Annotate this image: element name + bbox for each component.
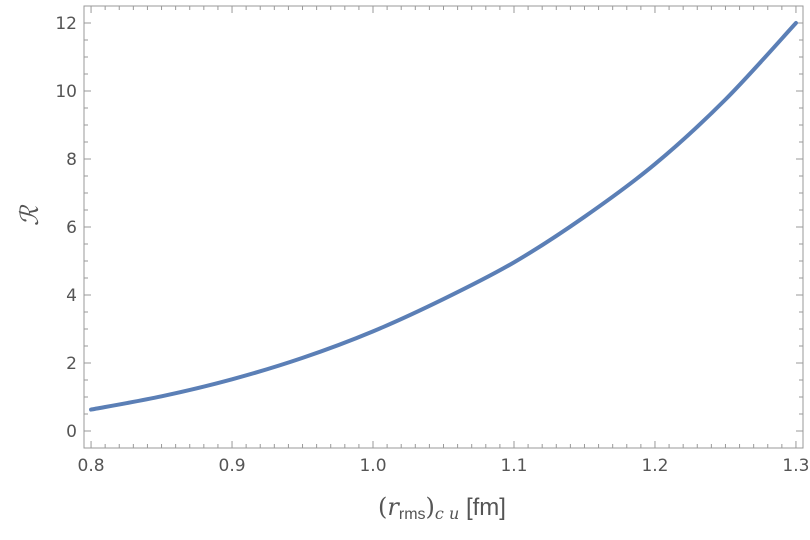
y-tick-labels: 0 2 4 6 8 10 12: [55, 14, 77, 442]
y-tick-label: 4: [66, 286, 77, 306]
x-axis-title-variable: r: [387, 493, 400, 521]
major-ticks: [84, 6, 803, 448]
x-tick-label: 0.9: [219, 456, 246, 476]
y-tick-label: 0: [66, 422, 77, 442]
x-axis-title-outer-subscript: c u: [435, 504, 459, 523]
x-tick-label: 1.2: [641, 456, 668, 476]
x-tick-label: 1.3: [782, 456, 809, 476]
y-tick-label: 12: [55, 14, 77, 34]
y-tick-label: 6: [66, 218, 77, 238]
y-tick-label: 8: [66, 150, 77, 170]
x-axis-title-suffix: ): [426, 493, 435, 521]
x-tick-label: 1.1: [500, 456, 527, 476]
y-axis-title: ℛ: [15, 204, 44, 226]
x-axis-title-unit: [fm]: [459, 494, 506, 521]
minor-ticks: [84, 5, 803, 449]
y-tick-label: 2: [66, 354, 77, 374]
x-tick-labels: 0.8 0.9 1.0 1.1 1.2 1.3: [78, 456, 810, 476]
plot-frame: [83, 5, 804, 449]
x-axis-title: (rrms)c u [fm]: [378, 493, 506, 523]
series-line: [89, 21, 798, 412]
series-layer: [89, 21, 798, 412]
x-tick-label: 0.8: [78, 456, 105, 476]
y-tick-label: 10: [55, 82, 77, 102]
x-axis-title-prefix: (: [378, 493, 387, 521]
x-tick-label: 1.0: [359, 456, 386, 476]
x-axis-title-subscript: rms: [399, 506, 426, 523]
